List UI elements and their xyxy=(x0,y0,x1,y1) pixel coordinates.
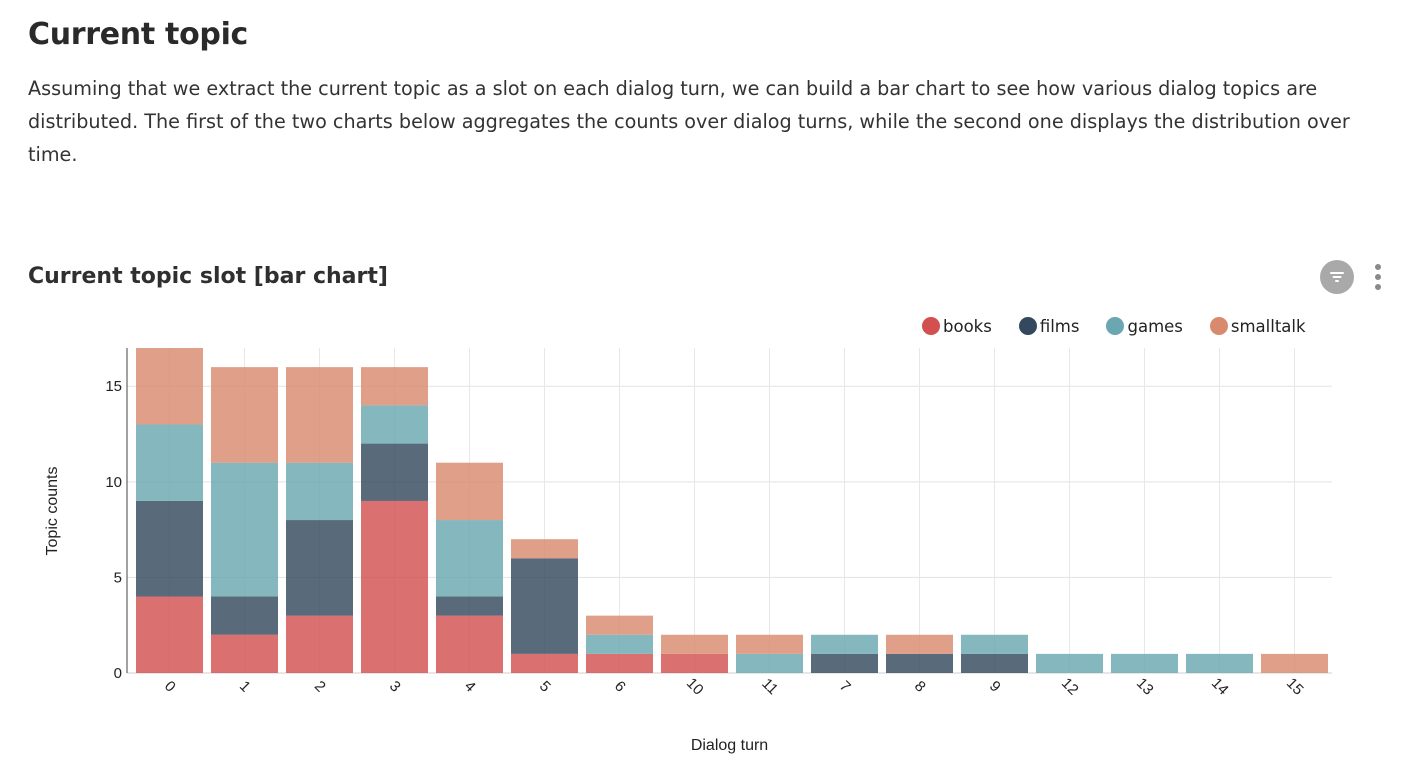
bar-books-6 xyxy=(586,653,653,673)
bar-games-0 xyxy=(136,424,203,501)
bar-smalltalk-6 xyxy=(586,615,653,635)
bar-films-0 xyxy=(136,500,203,597)
y-tick-label: 0 xyxy=(114,665,122,682)
bar-books-10 xyxy=(661,653,728,673)
x-tick-label: 1 xyxy=(236,678,254,696)
x-tick-label: 14 xyxy=(1208,675,1232,699)
x-tick-label: 3 xyxy=(386,678,404,696)
bar-smalltalk-8 xyxy=(886,634,953,654)
more-options-button[interactable] xyxy=(1368,262,1388,292)
bar-books-1 xyxy=(211,634,278,673)
x-tick-label: 11 xyxy=(758,675,781,698)
chart-title: Current topic slot [bar chart] xyxy=(28,264,388,289)
intro-paragraph: Assuming that we extract the current top… xyxy=(28,77,1350,166)
bar-books-3 xyxy=(361,500,428,673)
bar-smalltalk-11 xyxy=(736,634,803,654)
bar-games-3 xyxy=(361,405,428,444)
bar-books-5 xyxy=(511,653,578,673)
bar-films-5 xyxy=(511,558,578,654)
bar-smalltalk-4 xyxy=(436,462,503,521)
y-axis-title: Topic counts xyxy=(44,467,61,556)
bar-books-2 xyxy=(286,615,353,673)
x-tick-label: 7 xyxy=(836,678,854,696)
more-vertical-icon xyxy=(1375,264,1381,270)
legend-swatch xyxy=(922,317,940,335)
legend-swatch xyxy=(1106,317,1125,335)
x-tick-label: 13 xyxy=(1133,675,1157,699)
x-tick-label: 9 xyxy=(986,678,1004,696)
filter-button[interactable] xyxy=(1320,260,1354,294)
bar-games-11 xyxy=(736,653,803,673)
x-tick-label: 0 xyxy=(161,678,179,696)
chart-legend: books films games smalltalk xyxy=(922,314,1306,338)
bar-books-0 xyxy=(136,596,203,673)
bar-films-1 xyxy=(211,596,278,635)
legend-item-books[interactable]: books xyxy=(922,317,992,336)
bar-films-9 xyxy=(961,653,1028,673)
legend-label: films xyxy=(1039,316,1080,336)
legend-item-films[interactable]: films xyxy=(1018,316,1080,336)
bar-games-9 xyxy=(961,634,1028,654)
x-tick-label: 6 xyxy=(611,678,629,696)
bar-games-1 xyxy=(211,462,278,597)
bar-games-4 xyxy=(436,520,503,597)
bar-smalltalk-15 xyxy=(1261,653,1328,673)
bar-smalltalk-5 xyxy=(511,539,578,559)
x-tick-label: 4 xyxy=(461,678,479,696)
legend-label: books xyxy=(943,316,992,336)
bar-books-4 xyxy=(436,615,503,673)
bar-games-2 xyxy=(286,462,353,521)
bar-games-6 xyxy=(586,634,653,654)
bar-films-8 xyxy=(886,653,953,673)
x-tick-label: 5 xyxy=(536,678,554,696)
bar-smalltalk-0 xyxy=(136,348,203,425)
x-tick-label: 10 xyxy=(683,675,707,699)
bar-games-7 xyxy=(811,634,878,654)
x-tick-label: 2 xyxy=(311,678,329,696)
bar-games-14 xyxy=(1186,653,1253,673)
bar-films-2 xyxy=(286,520,353,616)
legend-label: smalltalk xyxy=(1230,316,1306,336)
filter-icon xyxy=(1330,272,1344,282)
legend-item-games[interactable]: games xyxy=(1106,316,1183,336)
bar-smalltalk-10 xyxy=(661,634,728,654)
bar-smalltalk-3 xyxy=(361,367,428,406)
x-tick-label: 15 xyxy=(1283,675,1307,699)
y-tick-label: 15 xyxy=(105,378,122,395)
bar-smalltalk-2 xyxy=(286,367,353,463)
y-tick-label: 5 xyxy=(114,569,122,586)
bar-films-3 xyxy=(361,443,428,501)
bar-games-13 xyxy=(1111,653,1178,673)
bar-films-4 xyxy=(436,596,503,616)
x-axis-title: Dialog turn xyxy=(691,737,768,754)
bar-films-7 xyxy=(811,653,878,673)
bar-smalltalk-1 xyxy=(211,367,278,463)
bar-games-12 xyxy=(1036,653,1103,673)
legend-swatch xyxy=(1209,317,1228,335)
y-tick-label: 10 xyxy=(105,474,122,491)
x-tick-label: 8 xyxy=(911,678,929,696)
page-title: Current topic xyxy=(28,17,249,52)
legend-swatch xyxy=(1018,317,1037,335)
x-tick-label: 12 xyxy=(1058,675,1082,699)
legend-label: games xyxy=(1127,316,1183,336)
legend-item-smalltalk[interactable]: smalltalk xyxy=(1209,316,1306,336)
